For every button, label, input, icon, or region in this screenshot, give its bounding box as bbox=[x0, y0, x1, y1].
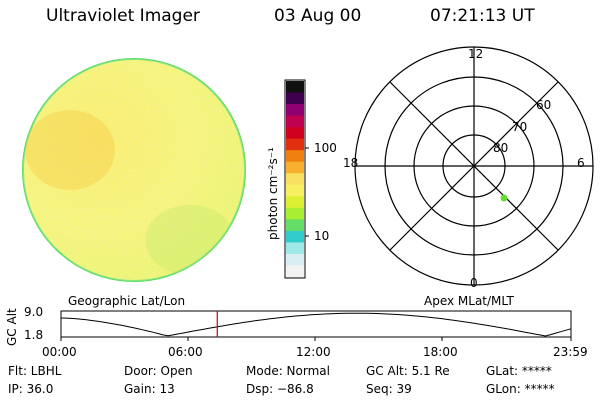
colorbar-segment bbox=[286, 253, 304, 266]
status-flt: Flt: LBHL bbox=[8, 364, 62, 378]
status-mode: Mode: Normal bbox=[246, 364, 330, 378]
x-tick-2359: 23:59 bbox=[553, 345, 588, 359]
colorbar-segment bbox=[286, 184, 304, 197]
x-tick-0000: 00:00 bbox=[42, 345, 77, 359]
lat-label-60: 60 bbox=[536, 98, 552, 112]
lat-label-70: 70 bbox=[512, 120, 528, 134]
colorbar-segment bbox=[286, 173, 304, 186]
orbit-plot bbox=[60, 310, 572, 341]
lat-label-80: 80 bbox=[493, 141, 509, 155]
colorbar-tick-10: 10 bbox=[314, 229, 330, 243]
date-label: 03 Aug 00 bbox=[274, 6, 362, 26]
colorbar-segment bbox=[286, 161, 304, 174]
colorbar-segment bbox=[286, 115, 304, 128]
mlt-label-6: 6 bbox=[577, 156, 585, 170]
y-tick-9: 9.0 bbox=[24, 305, 44, 319]
colorbar-segment bbox=[286, 196, 304, 209]
polar-plot bbox=[354, 46, 594, 286]
aurora-marker bbox=[500, 194, 508, 202]
time-label: 07:21:13 UT bbox=[430, 6, 535, 26]
colorbar-tick-100: 100 bbox=[314, 141, 337, 155]
status-door: Door: Open bbox=[124, 364, 193, 378]
uv-image-disk bbox=[22, 58, 246, 282]
colorbar-segment bbox=[286, 230, 304, 243]
colorbar-segment bbox=[286, 104, 304, 117]
colorbar-segment bbox=[286, 219, 304, 232]
status-glat: GLat: ***** bbox=[486, 364, 552, 378]
colorbar-segment bbox=[286, 242, 304, 255]
x-tick-0600: 06:00 bbox=[168, 345, 203, 359]
x-tick-1800: 18:00 bbox=[423, 345, 458, 359]
status-glon: GLon: ***** bbox=[486, 382, 555, 396]
gc-alt-axis-title: GC Alt bbox=[5, 308, 19, 346]
status-seq: Seq: 39 bbox=[366, 382, 412, 396]
status-ip: IP: 36.0 bbox=[8, 382, 54, 396]
colorbar-segment bbox=[286, 92, 304, 105]
colorbar-unit-label: photon cm⁻²s⁻¹ bbox=[266, 147, 280, 240]
colorbar bbox=[284, 79, 309, 279]
colorbar-segment bbox=[286, 265, 304, 278]
colorbar-segment bbox=[286, 127, 304, 140]
colorbar-segment bbox=[286, 138, 304, 151]
instrument-title: Ultraviolet Imager bbox=[46, 6, 200, 26]
status-dsp: Dsp: −86.8 bbox=[246, 382, 314, 396]
mlt-label-0: 0 bbox=[470, 276, 478, 290]
apex-label: Apex MLat/MLT bbox=[424, 294, 514, 308]
colorbar-segment bbox=[286, 207, 304, 220]
mlt-label-12: 12 bbox=[468, 47, 484, 61]
colorbar-segment bbox=[286, 150, 304, 163]
status-gc-alt: GC Alt: 5.1 Re bbox=[366, 364, 450, 378]
mlt-label-18: 18 bbox=[343, 156, 359, 170]
status-gain: Gain: 13 bbox=[124, 382, 175, 396]
geographic-label: Geographic Lat/Lon bbox=[68, 294, 186, 308]
x-tick-1200: 12:00 bbox=[296, 345, 331, 359]
y-tick-1-8: 1.8 bbox=[24, 328, 44, 342]
colorbar-segment bbox=[286, 81, 304, 94]
